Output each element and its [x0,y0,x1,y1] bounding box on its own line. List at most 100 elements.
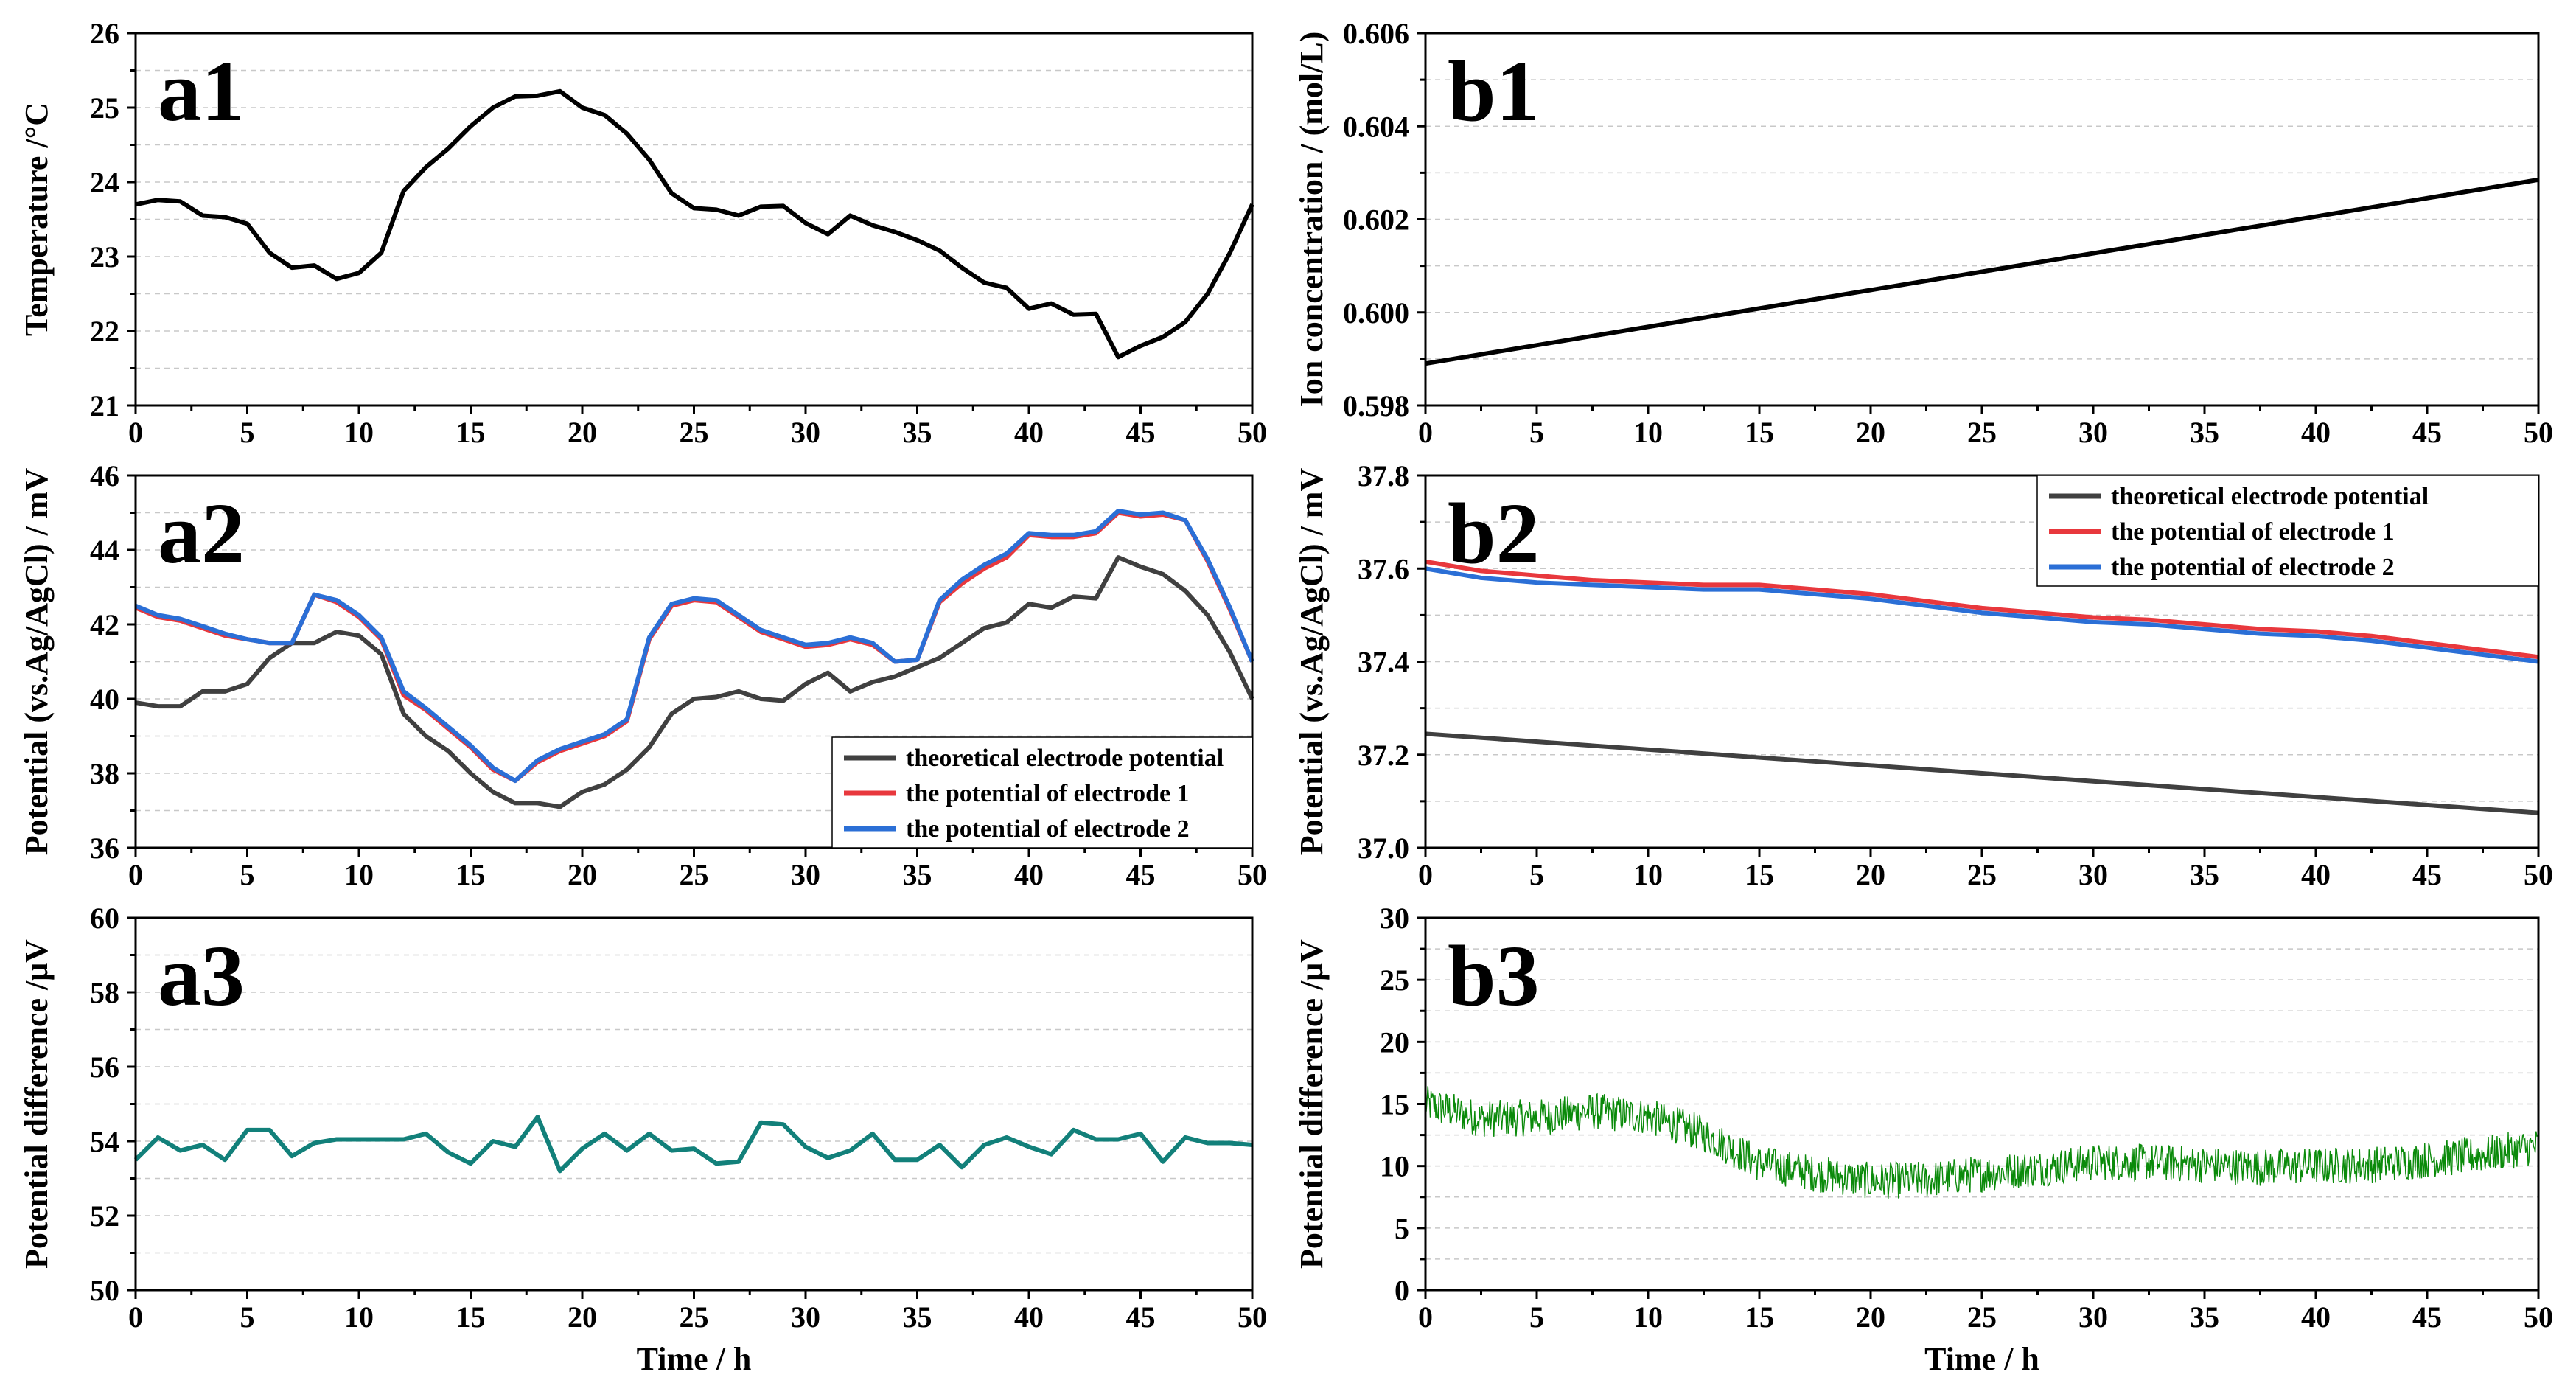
x-tick-label: 20 [568,858,597,891]
y-axis-title: Ion concentration / (mol/L) [1294,32,1330,408]
x-tick-label: 35 [2190,1300,2219,1334]
x-tick-label: 5 [240,1300,255,1334]
x-tick-label: 35 [903,416,932,449]
y-tick-label: 0.606 [1343,17,1409,50]
x-tick-label: 50 [1238,416,1267,449]
panel-label: b3 [1448,927,1540,1024]
x-tick-label: 45 [2412,416,2442,449]
x-axis-title: Time / h [1924,1341,2039,1377]
series-line-1 [1425,177,2539,366]
panel-label: a2 [158,485,245,582]
y-tick-label: 60 [90,902,119,935]
x-tick-label: 0 [128,858,143,891]
x-tick-label: 15 [456,1300,486,1334]
panel-label: a1 [158,43,245,139]
chart-b1: 0 5 10 15 20 25 30 35 40 45 50 0.598 0.600 0.602 0.604… [1294,17,2553,449]
x-tick-label: 15 [1745,858,1774,891]
y-tick-label: 56 [90,1051,119,1084]
series-line-1 [135,88,1254,360]
x-tick-label: 15 [456,858,486,891]
y-tick-label: 5 [1395,1212,1409,1245]
y-tick-label: 0.600 [1343,296,1409,330]
chart-a2: 0 5 10 15 20 25 30 35 40 45 50 36 38 40 42 44 46 Potentia… [18,459,1267,891]
gridlines [136,954,1252,1254]
x-tick-label: 45 [2412,1300,2442,1334]
legend-box [2036,475,2539,587]
chart-a1: 0 5 10 15 20 25 30 35 40 45 50 21 22 23 24 25 26 Temperat… [18,17,1267,449]
x-tick-label: 45 [1126,416,1156,449]
y-tick-label: 25 [1380,964,1409,997]
x-tick-label: 20 [568,1300,597,1334]
chart-a3: 0 5 10 15 20 25 30 35 40 45 50 50 52 54 56 58 60 Potentia… [18,902,1267,1377]
legend-label: the potential of electrode 2 [2111,554,2395,581]
y-tick-label: 37.6 [1358,552,1409,585]
x-tick-label: 35 [2190,416,2219,449]
x-tick-label: 0 [1418,858,1433,891]
x-tick-label: 25 [1967,858,1997,891]
x-tick-label: 5 [1529,416,1544,449]
y-tick-label: 0.598 [1343,389,1409,422]
x-tick-label: 25 [1967,416,1997,449]
legend-label: the potential of electrode 2 [906,815,1190,843]
x-tick-label: 10 [1633,1300,1663,1334]
gridlines [1425,521,2538,802]
chart-b3: 0 5 10 15 20 25 30 35 40 45 50 0 5 10 15 20 25 30 Potentia… [1294,902,2553,1377]
y-tick-label: 10 [1380,1150,1409,1183]
gridlines [1425,948,2538,1260]
x-tick-label: 10 [344,416,374,449]
x-tick-label: 25 [680,1300,709,1334]
x-tick-label: 20 [568,416,597,449]
legend-label: theoretical electrode potential [906,745,1224,772]
series-line-3 [134,508,1254,784]
x-tick-label: 0 [128,1300,143,1334]
x-tick-label: 50 [2524,1300,2553,1334]
x-tick-label: 20 [1856,1300,1885,1334]
x-tick-label: 15 [1745,416,1774,449]
y-tick-label: 40 [90,683,119,716]
x-tick-label: 40 [2301,416,2331,449]
gridlines [1425,79,2538,360]
x-tick-label: 30 [2078,1300,2108,1334]
x-tick-label: 10 [1633,416,1663,449]
y-axis-title: Potential (vs.Ag/AgCl) / mV [18,468,55,856]
x-tick-label: 40 [2301,1300,2331,1334]
chart-b2: 0 5 10 15 20 25 30 35 40 45 50 37.0 37.2 37.4 37.6 37.8… [1294,459,2553,891]
x-tick-label: 40 [1014,1300,1044,1334]
x-tick-label: 0 [1418,1300,1433,1334]
x-tick-label: 15 [456,416,486,449]
y-tick-label: 36 [90,832,119,865]
y-tick-label: 0.604 [1343,110,1409,143]
x-tick-label: 20 [1856,416,1885,449]
y-tick-label: 50 [90,1274,119,1307]
x-tick-label: 45 [2412,858,2442,891]
panel-label: b2 [1448,485,1540,582]
x-tick-label: 30 [791,1300,820,1334]
series-line-3 [1425,566,2539,664]
y-axis-title: Potential difference /μV [1294,939,1330,1269]
y-tick-label: 37.8 [1358,459,1409,492]
y-tick-label: 0 [1395,1274,1409,1307]
series-line-1 [133,1115,1253,1174]
y-axis-title: Potential (vs.Ag/AgCl) / mV [1294,468,1330,856]
y-tick-label: 23 [90,240,119,274]
y-tick-label: 37.0 [1358,832,1409,865]
x-tick-label: 30 [791,858,820,891]
x-tick-label: 35 [903,858,932,891]
x-tick-label: 0 [1418,416,1433,449]
x-tick-label: 40 [2301,858,2331,891]
x-tick-label: 10 [1633,858,1663,891]
y-tick-label: 26 [90,17,119,50]
x-tick-label: 5 [1529,858,1544,891]
x-tick-label: 10 [344,858,374,891]
x-tick-label: 45 [1126,858,1156,891]
series-line-1 [1425,731,2539,815]
legend: theoretical electrode potential the poten… [2036,475,2539,587]
x-tick-label: 35 [903,1300,932,1334]
y-tick-label: 22 [90,315,119,348]
x-tick-label: 50 [2524,416,2553,449]
x-tick-label: 50 [1238,1300,1267,1334]
x-tick-label: 40 [1014,416,1044,449]
legend-label: the potential of electrode 1 [906,780,1190,807]
y-tick-label: 58 [90,976,119,1009]
